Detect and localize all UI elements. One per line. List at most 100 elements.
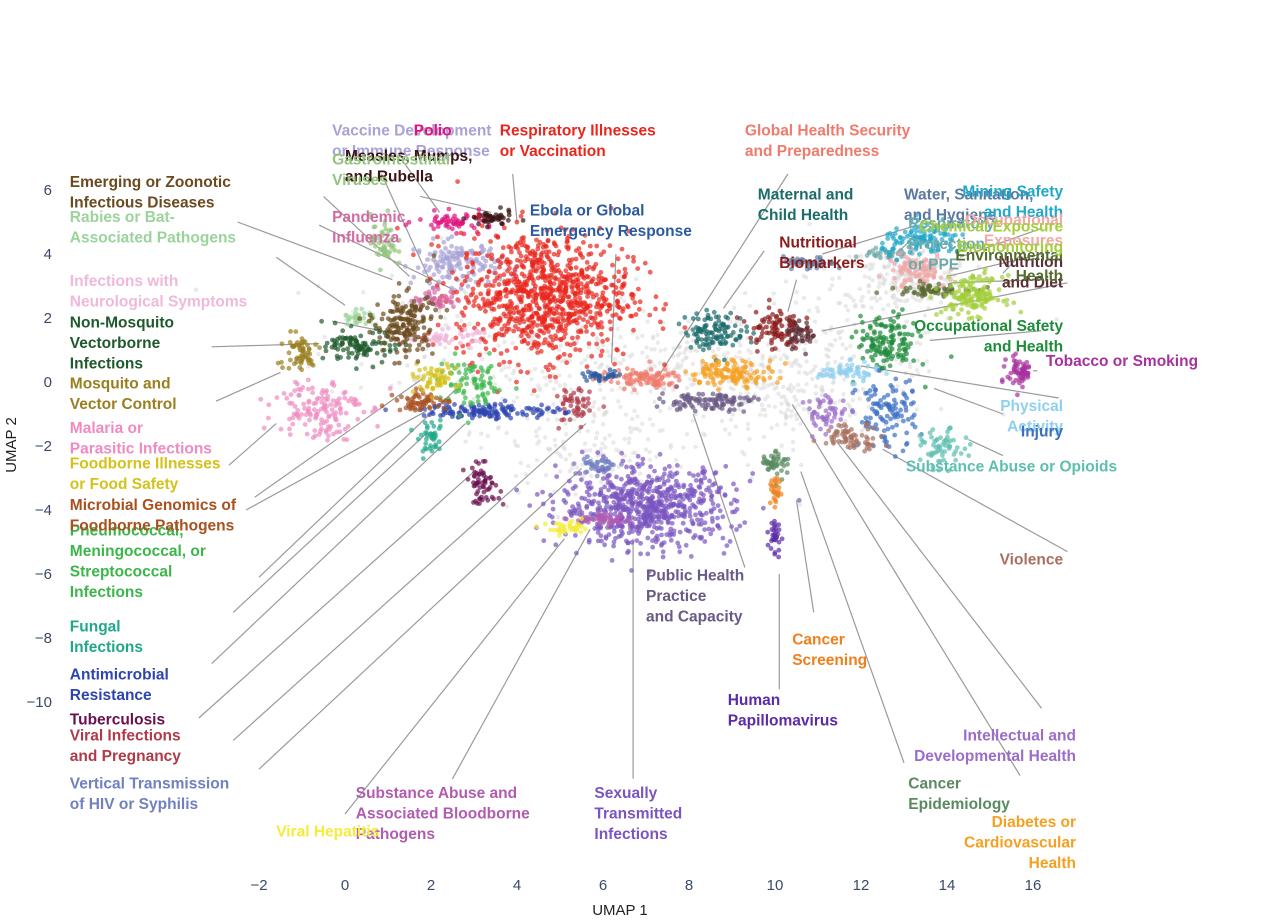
background-point bbox=[677, 351, 682, 356]
data-point bbox=[869, 406, 875, 412]
data-point bbox=[459, 252, 464, 258]
background-point bbox=[645, 354, 650, 359]
data-point bbox=[767, 500, 773, 506]
background-point bbox=[533, 429, 539, 434]
leader-line bbox=[860, 365, 1059, 399]
background-point bbox=[554, 417, 560, 422]
data-point bbox=[596, 500, 601, 506]
data-point bbox=[566, 233, 572, 239]
data-point bbox=[507, 309, 513, 315]
data-point bbox=[435, 322, 441, 328]
data-point bbox=[537, 239, 543, 245]
background-point bbox=[542, 375, 548, 380]
background-point bbox=[322, 334, 327, 340]
data-point bbox=[604, 499, 609, 505]
background-point bbox=[690, 338, 695, 343]
data-point bbox=[755, 349, 760, 354]
data-point bbox=[865, 363, 871, 369]
data-point bbox=[673, 399, 679, 404]
background-point bbox=[791, 427, 796, 432]
background-point bbox=[581, 474, 586, 479]
background-point bbox=[600, 342, 606, 348]
data-point bbox=[729, 524, 734, 529]
data-point bbox=[671, 370, 677, 376]
data-point bbox=[496, 290, 502, 296]
data-point bbox=[804, 315, 810, 321]
data-point bbox=[518, 253, 524, 259]
data-point bbox=[547, 374, 553, 379]
background-point bbox=[843, 292, 848, 298]
background-point bbox=[850, 398, 856, 403]
data-point bbox=[646, 380, 651, 385]
data-point bbox=[938, 309, 944, 315]
data-point bbox=[575, 277, 581, 282]
data-point bbox=[465, 283, 471, 289]
background-point bbox=[1054, 317, 1059, 322]
data-point bbox=[480, 264, 486, 270]
data-point bbox=[557, 354, 563, 360]
data-point bbox=[499, 326, 505, 332]
data-point bbox=[901, 391, 907, 397]
data-point bbox=[761, 369, 767, 375]
data-point bbox=[775, 476, 780, 481]
background-point bbox=[623, 412, 629, 417]
background-point bbox=[745, 421, 751, 427]
background-point bbox=[766, 403, 772, 408]
data-point bbox=[872, 425, 877, 431]
data-point bbox=[748, 339, 754, 345]
data-point bbox=[742, 365, 748, 370]
background-point bbox=[544, 382, 549, 388]
background-point bbox=[728, 417, 734, 422]
data-point bbox=[726, 409, 732, 415]
leader-line bbox=[232, 423, 587, 741]
data-point bbox=[1007, 376, 1013, 382]
data-point bbox=[788, 323, 793, 328]
data-point bbox=[496, 304, 502, 310]
data-point bbox=[903, 254, 909, 260]
data-point bbox=[715, 335, 720, 341]
data-point bbox=[898, 250, 904, 256]
data-point bbox=[999, 379, 1005, 385]
background-point bbox=[615, 326, 620, 332]
data-point bbox=[601, 249, 607, 255]
data-point bbox=[917, 251, 922, 257]
data-point bbox=[807, 406, 812, 412]
background-point bbox=[629, 352, 635, 357]
data-point bbox=[840, 398, 846, 404]
cluster-8 bbox=[676, 307, 756, 363]
data-point bbox=[530, 324, 535, 330]
data-point bbox=[756, 397, 761, 402]
data-point bbox=[716, 314, 721, 320]
data-point bbox=[487, 213, 493, 219]
data-point bbox=[890, 246, 896, 252]
background-point bbox=[860, 294, 865, 300]
data-point bbox=[458, 266, 463, 271]
data-point bbox=[536, 334, 541, 339]
data-point bbox=[893, 376, 899, 382]
data-point bbox=[607, 319, 613, 325]
background-point bbox=[603, 445, 608, 450]
data-point bbox=[612, 368, 617, 374]
data-point bbox=[573, 471, 579, 476]
data-point bbox=[645, 518, 651, 524]
background-point bbox=[779, 443, 784, 448]
data-point bbox=[683, 542, 689, 548]
data-point bbox=[872, 401, 878, 407]
data-point bbox=[558, 283, 564, 289]
data-point bbox=[501, 311, 507, 317]
data-point bbox=[544, 244, 549, 250]
data-point bbox=[722, 328, 728, 334]
data-point bbox=[816, 262, 822, 268]
data-point bbox=[624, 517, 630, 523]
data-point bbox=[392, 247, 398, 253]
data-point bbox=[448, 300, 453, 305]
data-point bbox=[440, 274, 445, 280]
data-point bbox=[791, 344, 796, 349]
background-point bbox=[555, 515, 561, 520]
background-point bbox=[730, 412, 735, 417]
leader-line bbox=[800, 471, 905, 764]
background-point bbox=[759, 402, 765, 407]
background-point bbox=[479, 445, 484, 451]
data-point bbox=[476, 303, 481, 309]
background-point bbox=[860, 387, 866, 392]
